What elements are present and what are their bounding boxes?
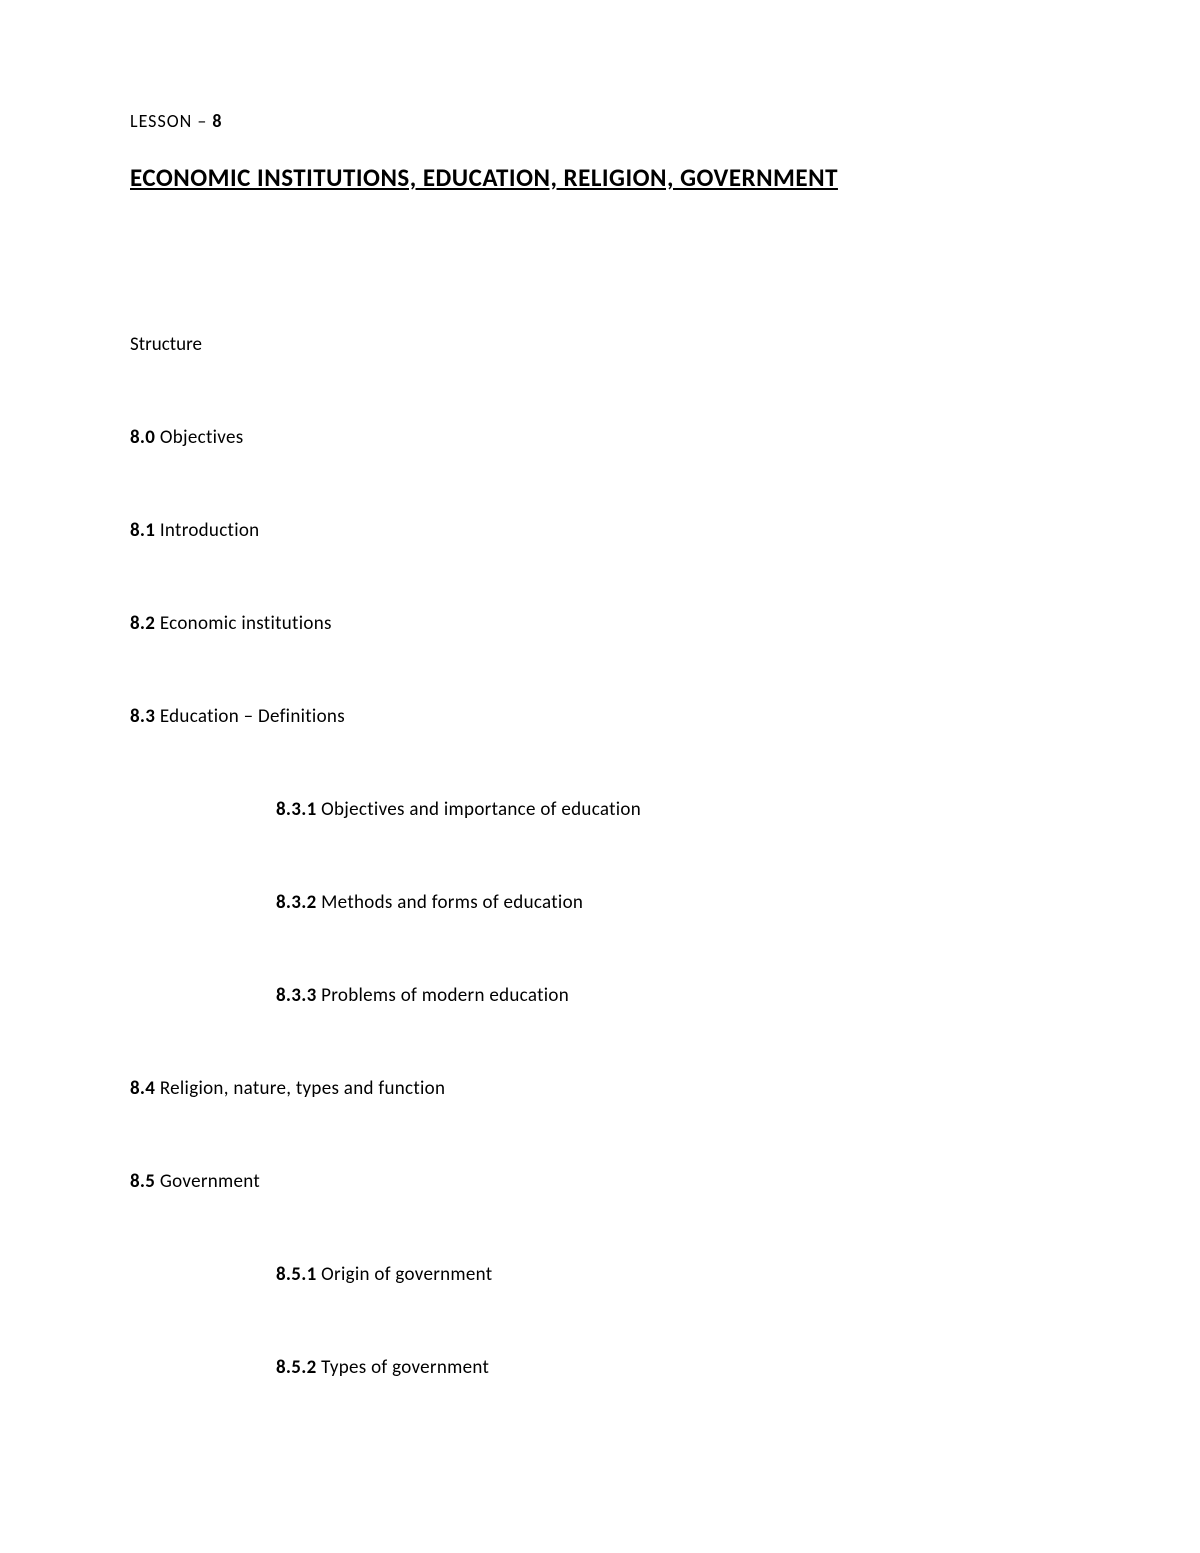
lesson-prefix: LESSON – — [130, 110, 212, 132]
toc-text: Objectives and importance of education — [317, 798, 641, 821]
toc-item: 8.0 Objectives — [130, 426, 1070, 449]
toc-text: Methods and forms of education — [317, 891, 584, 914]
toc-item: 8.5 Government — [130, 1170, 1070, 1193]
toc-number: 8.3.3 — [276, 984, 317, 1007]
toc-number: 8.5 — [130, 1170, 155, 1193]
toc-text: Types of government — [317, 1356, 490, 1379]
toc-item: 8.3 Education – Definitions — [130, 705, 1070, 728]
toc-text: Economic institutions — [155, 612, 331, 635]
toc-text: Religion, nature, types and function — [155, 1077, 445, 1100]
toc-number: 8.4 — [130, 1077, 155, 1100]
toc-text: Problems of modern education — [317, 984, 569, 1007]
toc-item: 8.1 Introduction — [130, 519, 1070, 542]
toc-text: Government — [155, 1170, 260, 1193]
toc-subitem: 8.3.2 Methods and forms of education — [276, 891, 1070, 914]
toc-subitem: 8.3.3 Problems of modern education — [276, 984, 1070, 1007]
page-title: ECONOMIC INSTITUTIONS, EDUCATION, RELIGI… — [130, 162, 1070, 193]
toc-text: Education – Definitions — [155, 705, 345, 728]
toc-subitem: 8.5.1 Origin of government — [276, 1263, 1070, 1286]
toc-subitem: 8.3.1 Objectives and importance of educa… — [276, 798, 1070, 821]
toc-number: 8.1 — [130, 519, 155, 542]
toc-number: 8.3 — [130, 705, 155, 728]
toc-item: 8.2 Economic institutions — [130, 612, 1070, 635]
toc-number: 8.5.1 — [276, 1263, 317, 1286]
toc-text: Origin of government — [317, 1263, 493, 1286]
structure-heading: Structure — [130, 333, 1070, 356]
toc-item: 8.4 Religion, nature, types and function — [130, 1077, 1070, 1100]
toc-number: 8.3.1 — [276, 798, 317, 821]
toc-number: 8.2 — [130, 612, 155, 635]
toc-text: Introduction — [155, 519, 259, 542]
toc-number: 8.0 — [130, 426, 155, 449]
toc-number: 8.3.2 — [276, 891, 317, 914]
lesson-number: 8 — [212, 110, 222, 132]
toc-text: Objectives — [155, 426, 243, 449]
toc-subitem: 8.5.2 Types of government — [276, 1356, 1070, 1379]
toc-number: 8.5.2 — [276, 1356, 317, 1379]
lesson-label: LESSON – 8 — [130, 110, 1070, 132]
